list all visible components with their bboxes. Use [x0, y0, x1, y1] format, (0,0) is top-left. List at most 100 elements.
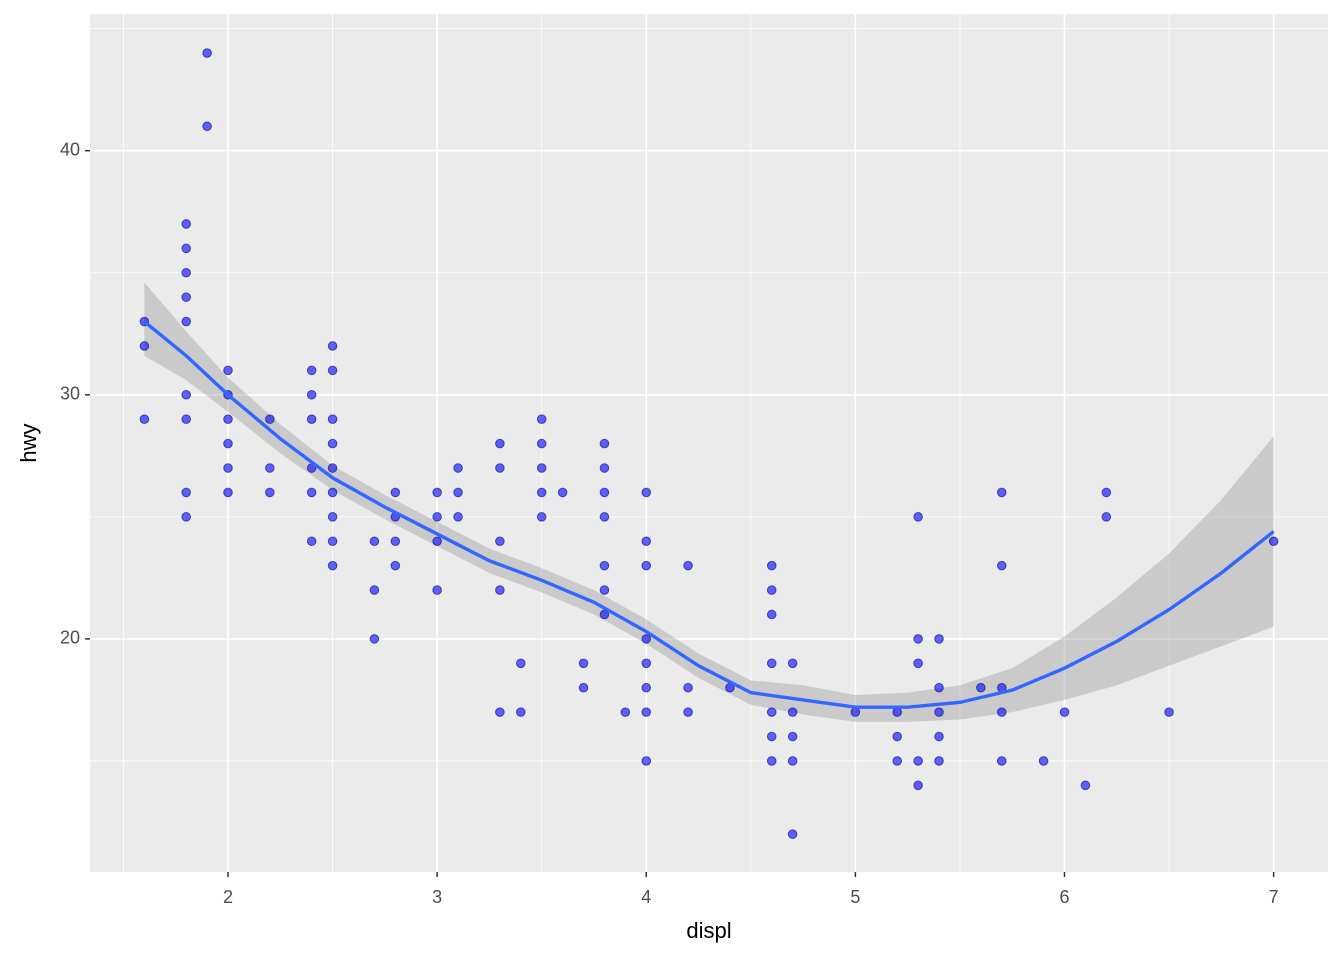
- point: [766, 585, 777, 595]
- point: [599, 463, 610, 473]
- point: [1101, 512, 1112, 522]
- point: [327, 365, 338, 376]
- point: [766, 707, 777, 717]
- point: [641, 756, 652, 766]
- point: [327, 512, 338, 522]
- point: [536, 438, 547, 449]
- point: [641, 487, 652, 498]
- point: [766, 609, 777, 620]
- point: [390, 536, 401, 547]
- point: [787, 756, 798, 766]
- point: [432, 536, 442, 547]
- point: [996, 756, 1007, 766]
- point: [1268, 536, 1279, 547]
- point: [390, 560, 401, 571]
- x-tick-label: 5: [850, 887, 860, 907]
- point: [766, 658, 777, 669]
- point: [934, 731, 944, 742]
- point: [683, 682, 693, 693]
- point: [306, 389, 317, 400]
- x-tick-label: 2: [223, 887, 233, 907]
- point: [892, 756, 903, 766]
- point: [599, 560, 610, 571]
- x-tick-label: 4: [641, 887, 651, 907]
- point: [1080, 780, 1091, 791]
- point: [996, 707, 1007, 717]
- point: [913, 756, 923, 766]
- point: [181, 267, 191, 278]
- point: [683, 707, 693, 717]
- point: [306, 414, 317, 425]
- point: [536, 487, 547, 498]
- point: [620, 707, 631, 717]
- point: [1059, 707, 1070, 717]
- point: [976, 682, 986, 693]
- point: [495, 438, 505, 449]
- smooth-layer: [143, 320, 1275, 709]
- point: [599, 487, 610, 498]
- point: [139, 414, 150, 425]
- point: [913, 512, 923, 522]
- point: [453, 463, 463, 473]
- y-tick-label: 30: [60, 384, 80, 404]
- point: [181, 487, 191, 498]
- point: [641, 536, 652, 547]
- point: [453, 512, 463, 522]
- point: [892, 731, 903, 742]
- point: [181, 512, 191, 522]
- y-tick-label: 40: [60, 139, 80, 159]
- point: [139, 341, 150, 351]
- axes: 2 3 4 5 6 7 20 30 40: [60, 139, 1279, 906]
- point: [223, 487, 233, 498]
- point: [432, 585, 442, 595]
- point: [495, 707, 505, 717]
- point: [578, 658, 589, 669]
- point: [934, 756, 944, 766]
- point: [766, 560, 777, 571]
- panel: [90, 14, 1328, 872]
- y-axis-title: hwy: [16, 423, 41, 462]
- point: [913, 780, 923, 791]
- point: [202, 48, 212, 58]
- point: [1164, 707, 1174, 717]
- x-tick-label: 3: [432, 887, 442, 907]
- point: [369, 585, 380, 595]
- point: [306, 536, 317, 547]
- point: [766, 756, 777, 766]
- point: [369, 634, 380, 644]
- point: [265, 414, 275, 425]
- point: [265, 487, 275, 498]
- point: [599, 609, 610, 620]
- point: [369, 536, 380, 547]
- point: [327, 487, 338, 498]
- point: [327, 463, 338, 473]
- point: [181, 389, 191, 400]
- point: [202, 121, 212, 132]
- point: [536, 512, 547, 522]
- point: [787, 707, 798, 717]
- point: [557, 487, 568, 498]
- point: [432, 512, 442, 522]
- point: [599, 512, 610, 522]
- point: [641, 560, 652, 571]
- point: [515, 658, 526, 669]
- point: [934, 707, 944, 717]
- point: [223, 365, 233, 376]
- point: [787, 731, 798, 742]
- point: [913, 634, 923, 644]
- point: [453, 487, 463, 498]
- point: [327, 560, 338, 571]
- point: [223, 414, 233, 425]
- point: [306, 365, 317, 376]
- point: [495, 536, 505, 547]
- point: [766, 731, 777, 742]
- point: [934, 634, 944, 644]
- point: [641, 634, 652, 644]
- point: [327, 438, 338, 449]
- point: [515, 707, 526, 717]
- ribbon-layer: [144, 282, 1274, 722]
- point: [265, 463, 275, 473]
- confidence-band: [144, 282, 1274, 722]
